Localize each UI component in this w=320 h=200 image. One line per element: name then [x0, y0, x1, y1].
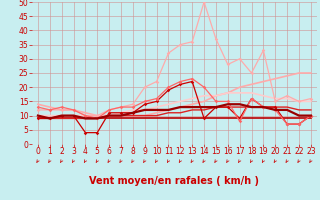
- X-axis label: Vent moyen/en rafales ( km/h ): Vent moyen/en rafales ( km/h ): [89, 176, 260, 186]
